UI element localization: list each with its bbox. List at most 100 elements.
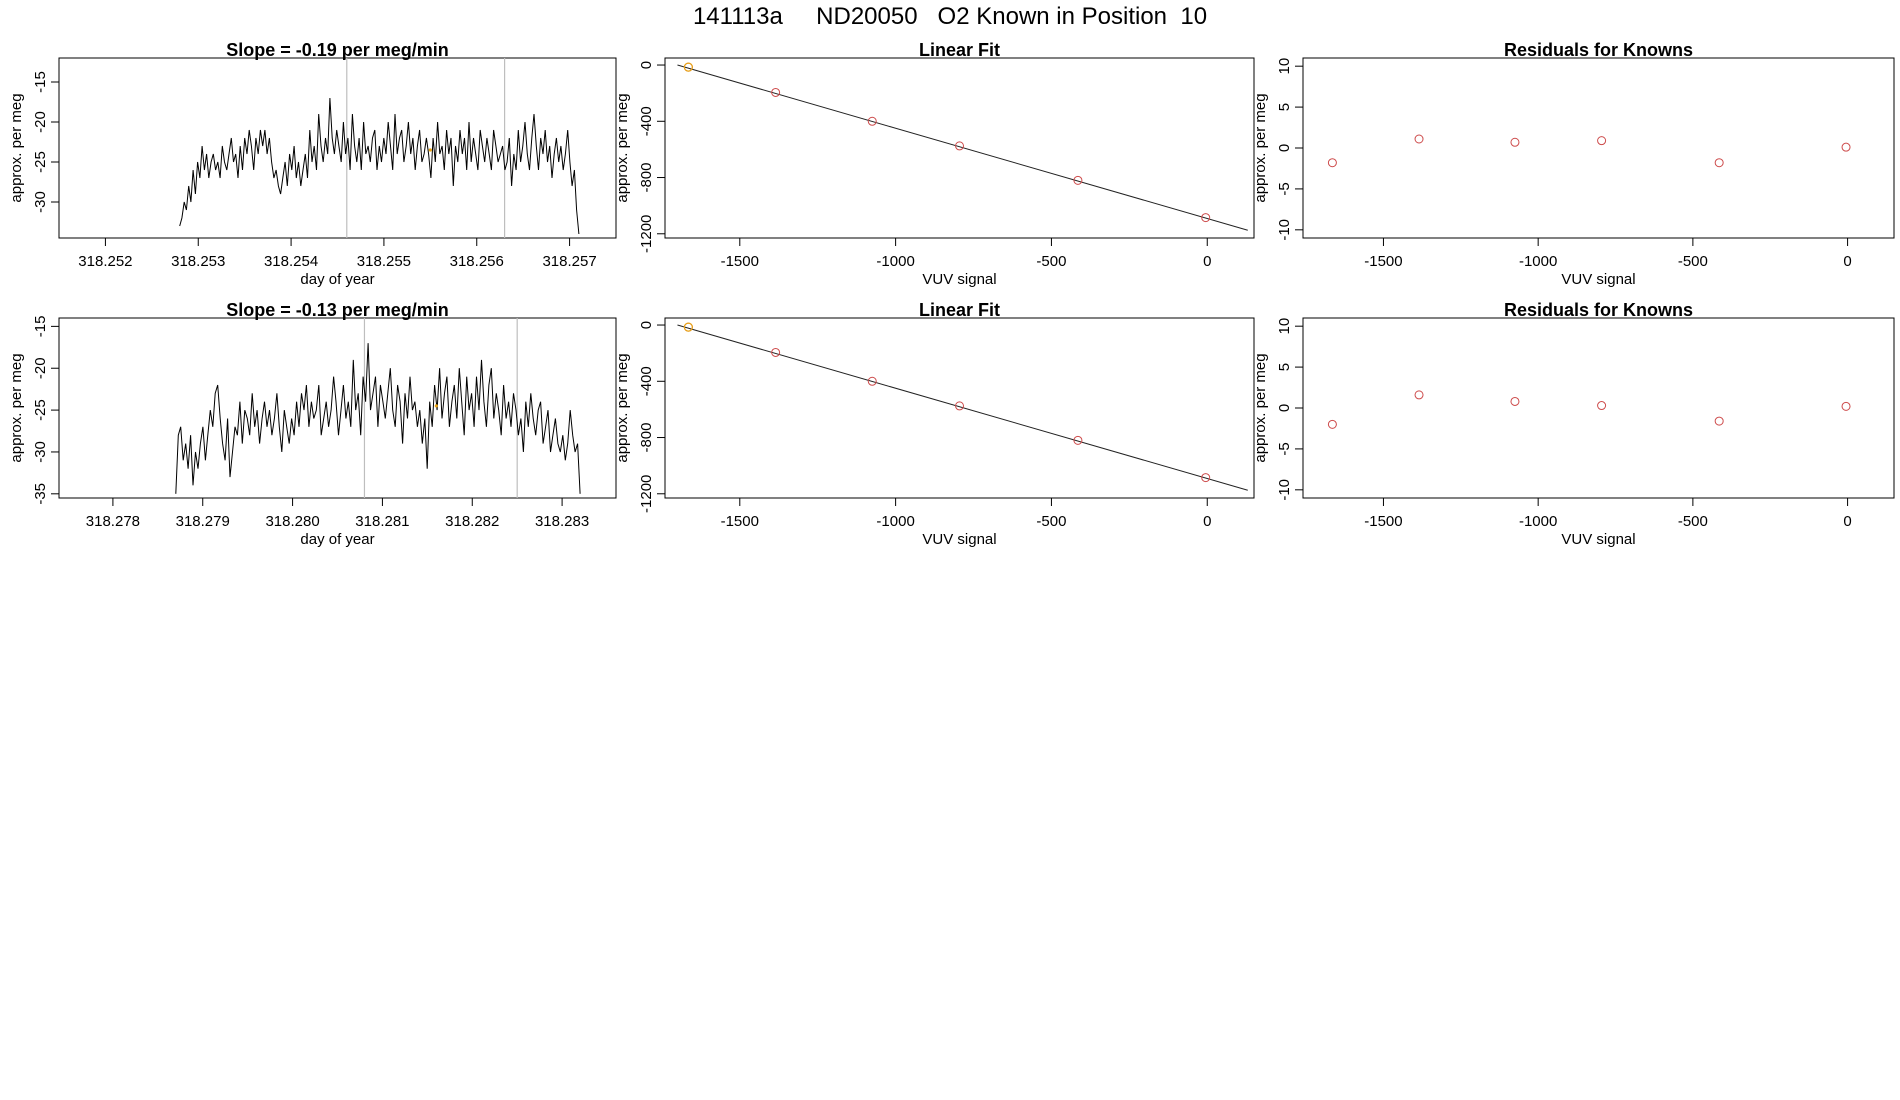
y-tick-label: -15: [32, 316, 49, 338]
x-tick-label: -500: [1036, 253, 1066, 270]
y-tick-label: -400: [638, 106, 655, 136]
y-axis-label: approx. per meg: [614, 93, 631, 202]
data-point: [1073, 175, 1083, 185]
data-point: [1201, 213, 1211, 223]
x-tick-label: -500: [1678, 513, 1708, 530]
data-point: [1510, 396, 1520, 406]
plot-inner: [1327, 390, 1851, 429]
plot-inner: [179, 58, 580, 238]
series-line: [175, 343, 581, 494]
data-point: [771, 87, 781, 97]
x-tick-label: -1000: [1519, 253, 1557, 270]
y-axis-label: approx. per meg: [8, 93, 25, 202]
data-point: [1201, 473, 1211, 483]
data-point: [955, 401, 964, 411]
data-point: [867, 376, 877, 386]
x-tick-label: -1500: [721, 253, 759, 270]
y-tick-label: -10: [1276, 479, 1293, 501]
y-tick-label: 5: [1276, 103, 1293, 111]
panel-title: Slope = -0.19 per meg/min: [226, 40, 449, 60]
fit-line: [677, 64, 1248, 231]
x-tick-label: 318.256: [450, 253, 504, 270]
series-line: [179, 97, 580, 235]
y-tick-label: -400: [638, 366, 655, 396]
y-tick-label: -25: [32, 399, 49, 421]
x-tick-label: 0: [1203, 513, 1211, 530]
y-tick-label: -20: [32, 357, 49, 379]
x-tick-label: 0: [1843, 253, 1851, 270]
data-point: [1327, 419, 1337, 429]
data-point: [1597, 401, 1607, 411]
data-point: [1327, 158, 1337, 168]
y-tick-label: -800: [638, 423, 655, 453]
panel-title: Residuals for Knowns: [1504, 40, 1693, 60]
y-tick-label: -1200: [638, 475, 655, 513]
x-tick-label: 318.280: [265, 513, 319, 530]
panel-res1: Residuals for Knowns -1500 -1000 -500 0 VUV s…: [1252, 40, 1895, 288]
y-tick-label: 5: [1276, 363, 1293, 371]
x-tick-label: 0: [1843, 513, 1851, 530]
panel-title: Residuals for Knowns: [1504, 300, 1693, 320]
y-axis-label: approx. per meg: [8, 353, 25, 462]
fit-line: [677, 324, 1248, 491]
x-tick-label: 318.253: [171, 253, 225, 270]
data-point: [1414, 390, 1424, 400]
y-tick-label: -5: [1276, 442, 1293, 455]
panel-fit1: Linear Fit -1500 -1000 -500 0 VUV signal -1200…: [614, 40, 1255, 288]
x-tick-label: -1000: [876, 513, 914, 530]
data-point: [1597, 136, 1607, 146]
y-tick-label: -5: [1276, 182, 1293, 195]
y-tick-label: 0: [1276, 404, 1293, 412]
y-tick-label: -1200: [638, 215, 655, 253]
panel-ts2: Slope = -0.13 per meg/min 318.278 318.279 3…: [8, 300, 617, 548]
data-point: [1841, 142, 1851, 152]
panel-title: Slope = -0.13 per meg/min: [226, 300, 449, 320]
panel-fit2: Linear Fit -1500 -1000 -500 0 VUV signal -1200…: [614, 300, 1255, 548]
y-tick-label: -800: [638, 163, 655, 193]
y-axis-label: approx. per meg: [614, 353, 631, 462]
data-point: [867, 116, 877, 126]
data-point: [771, 347, 781, 357]
y-tick-label: 10: [1276, 58, 1293, 75]
panel-title: Linear Fit: [919, 40, 1000, 60]
x-tick-label: -1500: [721, 513, 759, 530]
plot-frame: [58, 317, 617, 499]
panel-res2: Residuals for Knowns -1500 -1000 -500 0 VUV s…: [1252, 300, 1895, 548]
plot-frame: [664, 317, 1255, 499]
panel-ts1: Slope = -0.19 per meg/min 318.252 318.253 3…: [8, 40, 617, 288]
data-point: [1414, 134, 1424, 144]
plot-frame: [664, 57, 1255, 239]
x-axis-label: day of year: [300, 531, 374, 548]
y-tick-label: -35: [32, 483, 49, 505]
x-tick-label: 318.283: [535, 513, 589, 530]
x-tick-label: 318.257: [542, 253, 596, 270]
data-point: [1714, 158, 1724, 168]
plot-inner: [175, 318, 581, 498]
y-tick-label: -30: [32, 191, 49, 213]
x-tick-label: 318.254: [264, 253, 318, 270]
plot-frame: [58, 57, 617, 239]
figure-title: 141113a ND20050 O2 Known in Position 10: [692, 3, 1208, 30]
highlight-point: [683, 62, 693, 72]
x-tick-label: -500: [1036, 513, 1066, 530]
y-tick-label: -10: [1276, 219, 1293, 241]
y-axis-label: approx. per meg: [1252, 93, 1269, 202]
plot-frame: [1302, 57, 1895, 239]
highlight-point: [683, 322, 693, 332]
panel-title: Linear Fit: [919, 300, 1000, 320]
x-axis-label: VUV signal: [1561, 271, 1635, 288]
plot-inner: [677, 62, 1248, 231]
x-tick-label: 318.252: [78, 253, 132, 270]
y-tick-label: -20: [32, 111, 49, 133]
x-tick-label: -1000: [876, 253, 914, 270]
data-point: [955, 141, 964, 151]
x-tick-label: -500: [1678, 253, 1708, 270]
x-tick-label: 318.279: [176, 513, 230, 530]
y-tick-label: 0: [1276, 144, 1293, 152]
highlight-point: [428, 148, 432, 152]
y-tick-label: 0: [638, 321, 655, 329]
x-tick-label: -1500: [1364, 253, 1402, 270]
y-tick-label: -15: [32, 71, 49, 93]
y-tick-label: 0: [638, 61, 655, 69]
